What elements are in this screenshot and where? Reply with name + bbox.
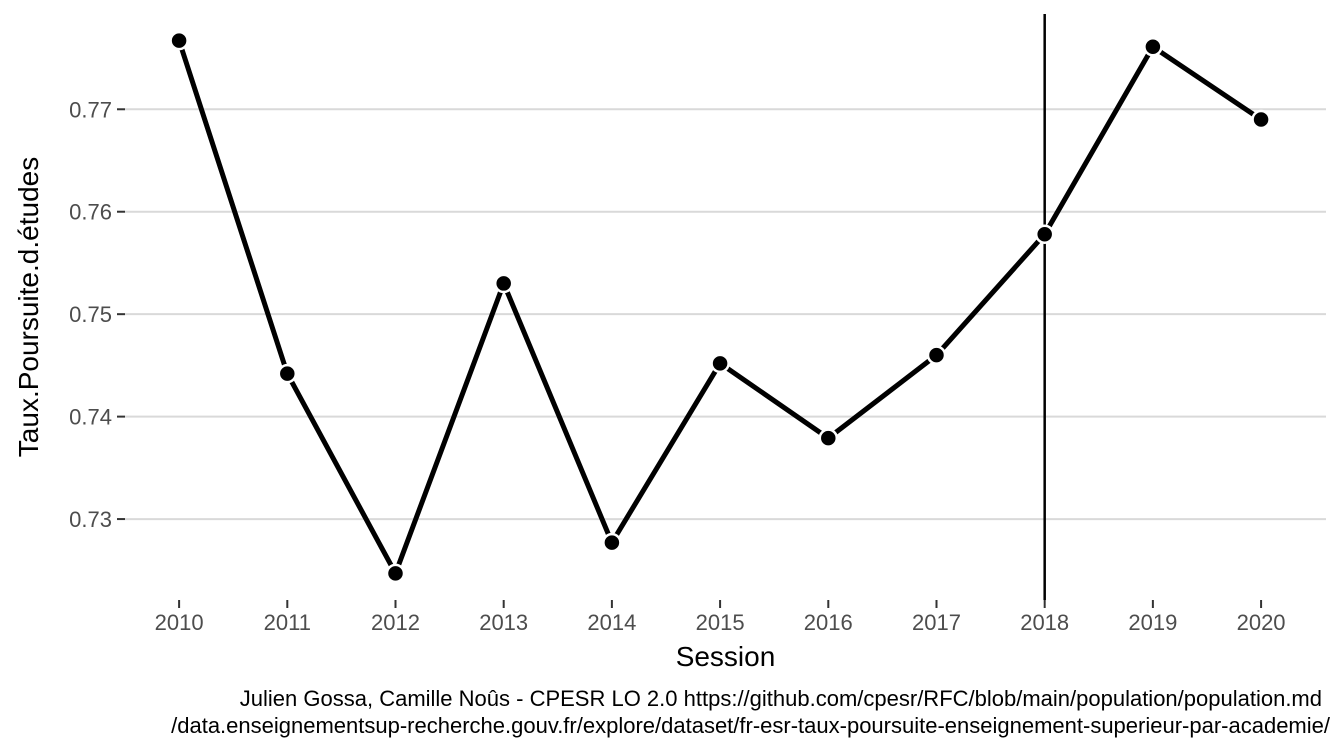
x-tick-label: 2011 <box>264 610 311 635</box>
data-point <box>385 563 406 584</box>
caption-line-1: Julien Gossa, Camille Noûs - CPESR LO 2.… <box>240 686 1322 711</box>
grid-lines <box>125 108 1326 521</box>
x-tick-label: 2015 <box>696 610 745 635</box>
data-point <box>1251 109 1271 130</box>
x-tick-label: 2010 <box>155 610 204 635</box>
x-tick-label: 2017 <box>912 610 961 635</box>
y-tick-label: 0.77 <box>69 97 112 122</box>
x-axis-title: Session <box>676 641 776 672</box>
y-tick-label: 0.75 <box>69 302 112 327</box>
y-tick-label: 0.73 <box>69 507 112 532</box>
y-tick-label: 0.76 <box>69 200 112 225</box>
data-point <box>926 345 947 365</box>
x-tick-label: 2016 <box>804 610 853 635</box>
data-point <box>602 532 622 553</box>
y-axis-title: Taux.Poursuite.d.études <box>13 157 44 457</box>
x-axis: 2010 2011 2012 2013 2014 2015 2016 2017 2018 2019… <box>155 600 1286 635</box>
x-tick-label: 2012 <box>371 610 420 635</box>
x-tick-label: 2019 <box>1128 610 1177 635</box>
data-point <box>818 428 839 448</box>
data-point <box>1143 37 1163 57</box>
data-point <box>169 30 189 51</box>
data-point <box>277 363 298 384</box>
data-point <box>493 273 514 294</box>
series-line <box>176 39 1263 576</box>
x-tick-label: 2014 <box>587 610 636 635</box>
y-axis: 0.73 0.74 0.75 0.76 0.77 <box>69 97 125 532</box>
data-points <box>169 30 1271 584</box>
x-tick-label: 2020 <box>1237 610 1286 635</box>
caption-line-2: /data.enseignementsup-recherche.gouv.fr/… <box>171 713 1331 738</box>
x-tick-label: 2018 <box>1020 610 1069 635</box>
data-point <box>1034 224 1055 245</box>
x-tick-label: 2013 <box>479 610 528 635</box>
data-point <box>710 353 730 374</box>
y-tick-label: 0.74 <box>69 405 112 430</box>
